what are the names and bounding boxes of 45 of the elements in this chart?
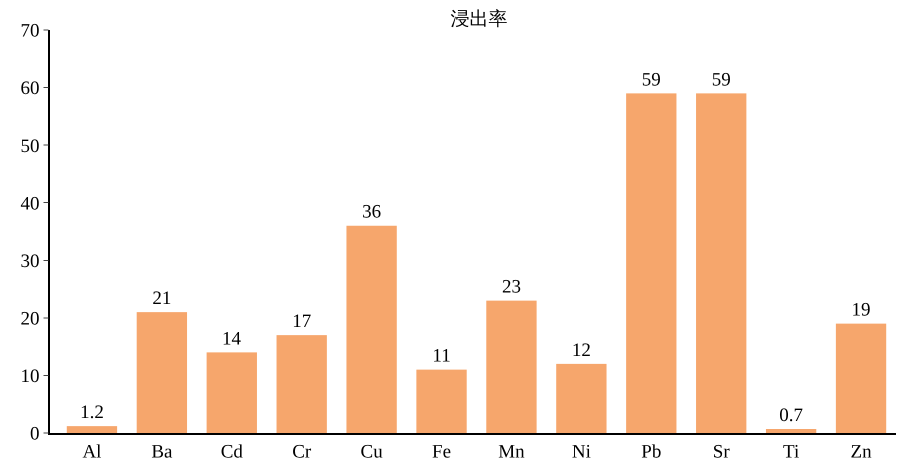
bar	[416, 370, 467, 433]
x-tick-label: Al	[82, 442, 102, 463]
bar	[66, 426, 118, 433]
x-tick-label: Ba	[151, 442, 173, 463]
data-label: 0.7	[779, 404, 803, 426]
y-tick-label: 10	[20, 366, 40, 388]
bar	[486, 300, 537, 433]
bar	[276, 335, 327, 433]
bar	[556, 364, 607, 433]
y-tick-label: 60	[20, 78, 40, 100]
data-label: 17	[292, 311, 312, 332]
x-tick-label: Ti	[783, 442, 800, 463]
data-label: 23	[502, 276, 521, 298]
data-label: 36	[362, 202, 382, 223]
bar	[836, 324, 886, 433]
data-label: 1.2	[80, 402, 104, 424]
x-tick-label: Cu	[360, 442, 384, 463]
x-tick-label: Ni	[572, 442, 591, 463]
y-tick-label: 0	[30, 424, 40, 445]
x-tick-label: Cd	[220, 442, 244, 463]
bar	[136, 312, 188, 433]
y-tick-label: 70	[20, 20, 40, 42]
x-tick-label: Mn	[498, 442, 526, 463]
data-label: 19	[852, 300, 871, 321]
data-label: 14	[222, 328, 242, 350]
x-tick-label: Fe	[432, 442, 452, 463]
x-tick-label: Zn	[850, 442, 872, 463]
bar	[346, 226, 397, 433]
y-tick-label: 20	[20, 308, 40, 330]
bar	[206, 352, 257, 433]
y-tick-label: 50	[20, 136, 40, 157]
y-tick-label: 30	[20, 250, 40, 272]
bar	[626, 93, 676, 433]
bar	[696, 93, 746, 433]
bar	[766, 428, 816, 433]
chart-title: 浸出率	[450, 8, 508, 30]
data-label: 59	[642, 69, 661, 90]
data-label: 21	[152, 288, 172, 310]
data-label: 59	[712, 69, 731, 90]
x-tick-label: Pb	[641, 442, 662, 463]
y-tick-label: 40	[20, 193, 40, 214]
x-tick-label: Cr	[292, 442, 312, 463]
x-tick-label: Sr	[712, 442, 730, 463]
data-label: 11	[432, 346, 451, 367]
data-label: 12	[572, 340, 591, 361]
